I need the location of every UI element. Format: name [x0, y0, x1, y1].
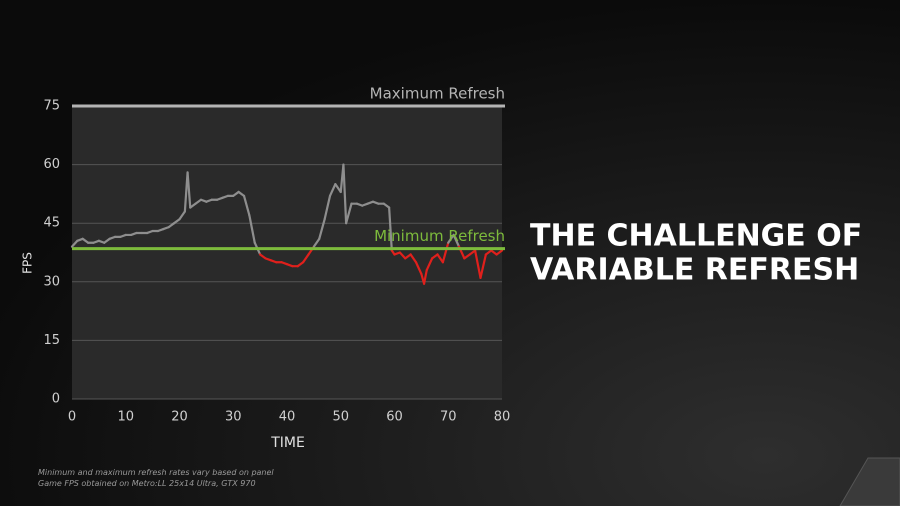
fps-segment [103, 237, 111, 244]
fps-segment [345, 202, 353, 225]
fps-segment [259, 253, 267, 260]
x-tick-label: 0 [68, 410, 76, 425]
x-tick-label: 70 [440, 410, 457, 425]
fps-segment [490, 249, 498, 256]
fps-segment [70, 239, 79, 248]
fps-segment [178, 210, 186, 221]
x-tick-label: 40 [279, 410, 296, 425]
fps-segment [447, 233, 455, 244]
fps-segment [452, 233, 461, 248]
fps-segment [463, 253, 471, 260]
y-tick-label: 45 [43, 216, 60, 231]
fps-segment [425, 257, 434, 272]
fps-segment [398, 251, 407, 260]
headline: THE CHALLENGE OF [530, 219, 862, 254]
fps-segment [323, 194, 332, 221]
fps-segment [342, 163, 348, 225]
fps-segment [414, 261, 423, 276]
fps-segment [318, 218, 326, 240]
fps-segment [409, 253, 418, 264]
x-tick-label: 30 [225, 410, 242, 425]
fps-segment [474, 249, 482, 279]
reference-label: Maximum Refresh [370, 85, 505, 103]
fps-segment [479, 253, 487, 279]
fps-segment [422, 268, 428, 285]
x-tick-label: 80 [494, 410, 511, 425]
fps-segment [167, 222, 176, 229]
fps-segment [248, 214, 256, 244]
y-tick-label: 0 [52, 392, 60, 407]
fps-segment [242, 194, 251, 217]
fps-segment [436, 253, 444, 264]
fps-segment [431, 253, 439, 260]
footnote: Minimum and maximum refresh rates vary b… [38, 468, 274, 477]
fps-segment [232, 190, 240, 197]
y-tick-label: 30 [43, 274, 60, 289]
fps-segment [441, 241, 450, 264]
x-tick-label: 20 [171, 410, 188, 425]
fps-segment [81, 237, 90, 244]
y-tick-label: 60 [43, 157, 60, 172]
fps-segment [495, 249, 504, 256]
fps-segment [382, 202, 391, 209]
y-tick-label: 75 [43, 99, 60, 114]
x-tick-label: 10 [117, 410, 134, 425]
x-tick-label: 60 [386, 410, 403, 425]
fps-segment [186, 171, 192, 209]
reference-label: Minimum Refresh [374, 227, 505, 245]
x-axis-label: TIME [270, 435, 305, 451]
fps-segment [194, 198, 203, 205]
corner-decoration [839, 457, 900, 506]
plot-area [72, 106, 502, 399]
fps-segment [237, 190, 246, 197]
headline: VARIABLE REFRESH [530, 253, 859, 288]
fps-segment [484, 249, 493, 256]
y-axis-label: FPS [21, 252, 35, 274]
x-tick-label: 50 [332, 410, 349, 425]
fps-segment [173, 218, 181, 225]
fps-segment [312, 237, 321, 248]
fps-segment [189, 202, 197, 209]
footnote: Game FPS obtained on Metro:LL 25x14 Ultr… [38, 479, 256, 488]
fps-segment [296, 261, 305, 268]
fps-segment [388, 206, 393, 252]
fps-segment [328, 183, 337, 197]
y-tick-label: 15 [43, 333, 60, 348]
fps-segment [404, 253, 412, 260]
fps-segment [302, 253, 310, 264]
